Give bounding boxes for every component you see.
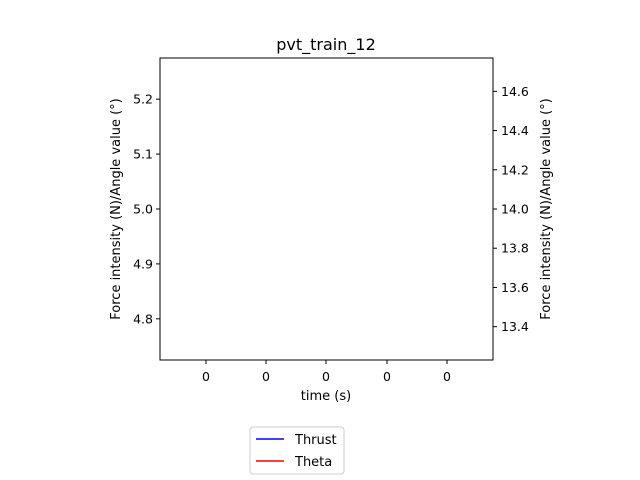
left-y-axis-ticks: 5.2 5.1 5.0 4.9 4.8 — [133, 92, 160, 326]
right-y-axis-ticks: 14.6 14.4 14.2 14.0 13.8 13.6 13.4 — [493, 84, 529, 334]
x-tick-label: 0 — [202, 369, 210, 384]
right-y-tick-label: 14.2 — [501, 162, 529, 177]
x-tick-label: 0 — [443, 369, 451, 384]
left-y-tick-label: 4.9 — [133, 256, 153, 271]
right-y-tick-label: 14.0 — [501, 202, 529, 217]
left-y-tick-label: 5.1 — [133, 147, 153, 162]
left-y-tick-label: 4.8 — [133, 311, 153, 326]
right-y-axis-label: Force intensity (N)/Angle value (°) — [539, 98, 554, 319]
right-y-tick-label: 13.8 — [501, 241, 529, 256]
legend: Thrust Theta — [249, 426, 345, 475]
x-tick-label: 0 — [322, 369, 330, 384]
left-y-tick-label: 5.2 — [133, 92, 153, 107]
left-y-axis-label: Force intensity (N)/Angle value (°) — [109, 98, 124, 319]
x-tick-label: 0 — [262, 369, 270, 384]
left-y-tick-label: 5.0 — [133, 202, 153, 217]
chart-title: pvt_train_12 — [276, 35, 376, 55]
right-y-tick-label: 14.4 — [501, 123, 529, 138]
legend-label-theta: Theta — [294, 455, 332, 470]
right-y-tick-label: 13.6 — [501, 280, 529, 295]
x-tick-label: 0 — [383, 369, 391, 384]
x-axis-label: time (s) — [301, 389, 351, 404]
right-y-tick-label: 14.6 — [501, 84, 529, 99]
right-y-tick-label: 13.4 — [501, 319, 529, 334]
x-axis-ticks: 0 0 0 0 0 — [202, 360, 451, 384]
legend-label-thrust: Thrust — [294, 433, 337, 448]
